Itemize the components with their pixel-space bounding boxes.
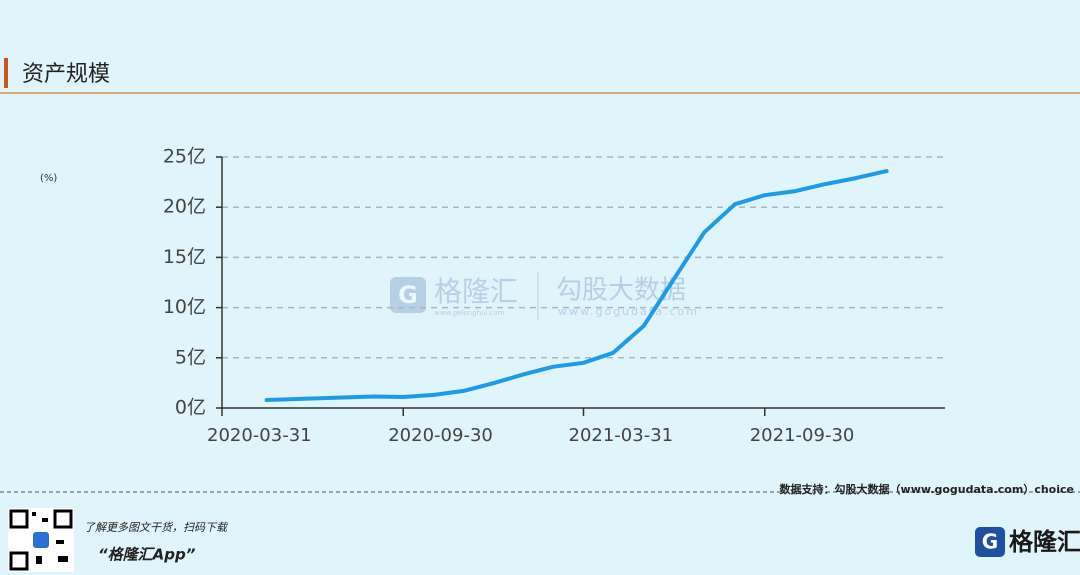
y-tick-label: 10亿	[163, 296, 206, 318]
qr-dot	[42, 518, 48, 522]
y-unit: (%)	[40, 173, 57, 184]
qr-code	[8, 508, 74, 572]
y-tick-label: 0亿	[175, 397, 206, 419]
plot: 0亿 5亿 10亿 15亿 20亿 25亿 2020-03-31 2020-09-30 2021…	[163, 146, 945, 446]
watermark-brand-url: www.gelonghui.com	[434, 309, 505, 317]
qr-finder	[9, 509, 29, 529]
qr-dot	[56, 540, 64, 544]
qr-finder	[53, 509, 73, 529]
logo-text: 格隆汇	[1009, 528, 1080, 556]
qr-logo	[33, 532, 49, 548]
app-name: “格隆汇App”	[98, 546, 196, 564]
title-accent	[4, 58, 8, 88]
y-tick-label: 5亿	[175, 346, 206, 368]
x-tick-label: 2020-03-31	[207, 425, 312, 446]
data-line	[264, 169, 889, 402]
y-tick-label: 25亿	[163, 146, 206, 168]
source-note: 数据支持：勾股大数据（www.gogudata.com）choice	[780, 482, 1074, 496]
promo-text: 了解更多图文干货，扫码下载	[84, 521, 229, 534]
x-tick-label: 2020-09-30	[388, 425, 493, 446]
qr-finder	[9, 551, 29, 571]
qr-dot	[32, 512, 36, 516]
logo-icon	[975, 527, 1005, 557]
y-tick-label: 20亿	[163, 196, 206, 218]
y-tick-label: 15亿	[163, 246, 206, 268]
watermark-brand: 格隆汇	[434, 275, 518, 308]
logo-icon-letter: G	[982, 530, 998, 554]
qr-dot	[58, 556, 68, 562]
x-tick-label: 2021-09-30	[750, 425, 855, 446]
qr-dot	[36, 556, 42, 564]
watermark-icon	[390, 277, 426, 313]
watermark-icon-letter: G	[398, 281, 418, 309]
section-title: 资产规模	[22, 62, 110, 87]
x-tick-label: 2021-03-31	[569, 425, 674, 446]
